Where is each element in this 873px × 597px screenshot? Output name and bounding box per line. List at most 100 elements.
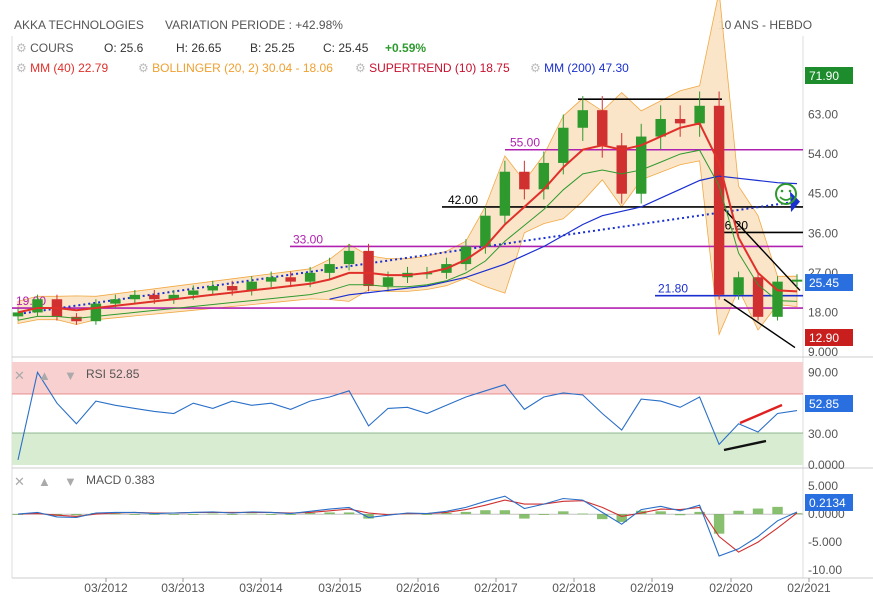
bollinger-value: 30.04 - 18.06	[262, 61, 333, 75]
x-tick-label: 03/2013	[161, 581, 205, 595]
x-tick-label: 03/2014	[239, 581, 283, 595]
rsi-divergence-red	[739, 403, 783, 425]
gear-icon[interactable]: ⚙	[355, 61, 366, 75]
rsi-panel-icons: ✕ ▲ ▼ RSI 52.85	[14, 367, 140, 383]
close-icon[interactable]: ✕	[14, 474, 25, 489]
x-tick-label: 02/2018	[552, 581, 596, 595]
candle-body	[188, 290, 199, 295]
candle-body	[519, 171, 530, 190]
candle-body	[733, 277, 744, 295]
supertrend-line	[17, 149, 798, 321]
candle-body	[480, 215, 491, 247]
candle-body	[791, 279, 803, 282]
change-value: +0.59%	[385, 41, 427, 55]
cours-legend[interactable]: ⚙ COURS	[16, 41, 73, 55]
close-icon[interactable]: ✕	[14, 368, 25, 383]
value-tag-label: 52.85	[809, 397, 839, 411]
mm40-line	[17, 122, 798, 314]
stock-title: AKKA TECHNOLOGIES	[14, 18, 144, 32]
candle-body	[32, 299, 43, 313]
signal-line	[17, 499, 798, 553]
candle-body	[149, 294, 160, 300]
chevron-down-icon[interactable]: ▼	[64, 474, 77, 489]
macd-hist-bar	[655, 511, 666, 515]
mm200-value: 47.30	[598, 61, 629, 75]
gear-icon[interactable]: ⚙	[16, 41, 27, 55]
trend-dotted-line	[13, 201, 791, 316]
value-tag	[805, 395, 853, 412]
candle-body	[538, 162, 550, 190]
macd-hist-bar	[538, 514, 550, 515]
chevron-up-icon[interactable]: ▲	[38, 368, 51, 383]
gear-icon[interactable]: ⚙	[16, 61, 27, 75]
candle-body	[90, 303, 102, 322]
mm40-legend[interactable]: ⚙ MM (40) 22.79	[16, 61, 108, 75]
rsi-line	[17, 370, 798, 461]
rsi-tick-label: 0.0000	[808, 458, 845, 472]
value-tag	[805, 329, 853, 346]
trend-arrow	[790, 191, 800, 213]
candle-body	[752, 277, 764, 317]
value-tag-label: 12.90	[809, 331, 839, 345]
macd-hist-bar	[246, 513, 257, 515]
candle-body	[674, 118, 686, 124]
value-tag	[805, 67, 853, 84]
gear-icon[interactable]: ⚙	[530, 61, 541, 75]
macd-hist-bar	[363, 514, 374, 519]
low-value: B: 25.25	[250, 41, 295, 55]
macd-hist-bar	[713, 514, 725, 534]
level-label: 33.00	[293, 232, 323, 246]
macd-hist-bar	[674, 514, 686, 516]
macd-hist-bar	[772, 506, 783, 515]
price-tick-label: 45.00	[808, 187, 838, 201]
candle-body	[227, 286, 238, 291]
level-label: 21.80	[658, 282, 688, 296]
open-value: O: 25.6	[104, 41, 144, 55]
macd-hist-bar	[285, 514, 296, 515]
macd-line	[17, 495, 798, 557]
rsi-tick-label: 30.00	[808, 427, 838, 441]
macd-tick-label: -5.000	[808, 535, 842, 549]
candle-body	[324, 264, 335, 273]
candle-body	[616, 145, 627, 194]
macd-hist-bar	[129, 514, 141, 515]
supertrend-legend[interactable]: ⚙ SUPERTREND (10) 18.75	[355, 61, 510, 75]
macd-tick-label: -10.00	[808, 563, 842, 577]
value-tag-label: 0.2134	[809, 496, 846, 510]
x-tick-label: 02/2017	[474, 581, 518, 595]
rsi-overbought-zone	[12, 362, 803, 394]
close-value: C: 25.45	[323, 41, 369, 55]
mm200-legend[interactable]: ⚙ MM (200) 47.30	[530, 61, 629, 75]
candle-body	[772, 281, 783, 317]
macd-hist-bar	[733, 510, 744, 515]
candle-body	[265, 277, 277, 282]
period-label: 10 ANS - HEBDO	[718, 18, 813, 32]
candle-body	[207, 286, 218, 291]
rsi-divergence-black	[723, 439, 767, 452]
candle-body	[71, 316, 82, 322]
chevron-down-icon[interactable]: ▼	[64, 368, 77, 383]
variation-period: VARIATION PERIODE : +42.98%	[165, 18, 343, 32]
chevron-up-icon[interactable]: ▲	[38, 474, 51, 489]
macd-tick-label: 5.000	[808, 479, 838, 493]
macd-hist-bar	[577, 513, 588, 515]
macd-hist-bar	[519, 514, 530, 519]
gear-icon[interactable]: ⚙	[138, 61, 149, 75]
macd-hist-bar	[149, 514, 160, 515]
value-tag	[805, 494, 853, 511]
channel-lower	[723, 298, 796, 349]
candle-body	[343, 250, 355, 265]
candle-body	[577, 110, 588, 128]
macd-hist-bar	[616, 514, 627, 522]
macd-hist-bar	[791, 513, 803, 515]
x-tick-label: 03/2015	[318, 581, 362, 595]
macd-hist-bar	[441, 513, 452, 515]
rsi-tick-label: 90.00	[808, 365, 838, 379]
bollinger-label: BOLLINGER (20, 2)	[152, 61, 259, 75]
macd-hist-bar	[499, 510, 511, 515]
candle-body	[363, 250, 374, 287]
candle-body	[168, 294, 180, 300]
macd-hist-bar	[265, 514, 277, 515]
bollinger-legend[interactable]: ⚙ BOLLINGER (20, 2) 30.04 - 18.06	[138, 61, 333, 75]
